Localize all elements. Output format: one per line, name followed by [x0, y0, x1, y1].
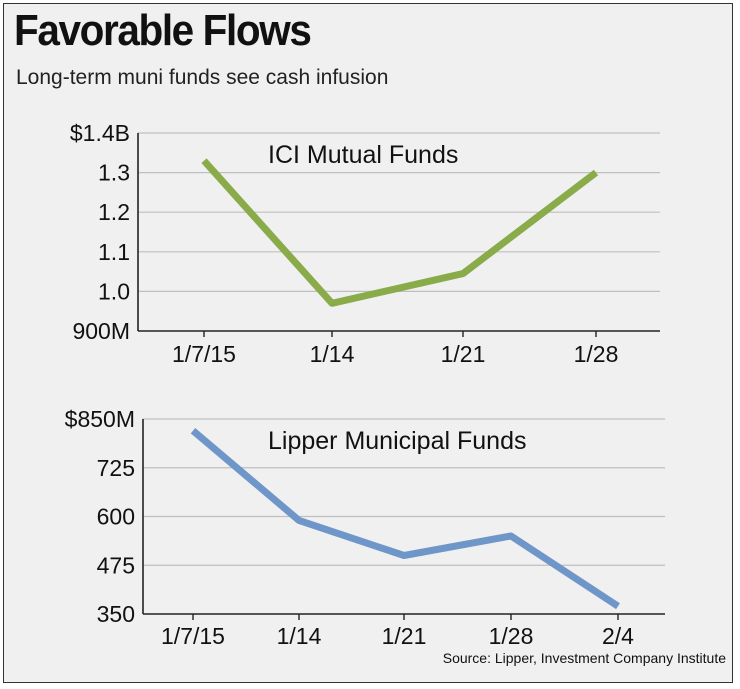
ici-x-tick-label: 1/21 [441, 341, 486, 367]
ici-y-tick-label: 1.2 [98, 199, 130, 225]
ici-x-tick-label: 1/14 [310, 341, 355, 367]
source-note: Source: Lipper, Investment Company Insti… [442, 650, 726, 666]
lipper-x-tick-label: 1/28 [489, 623, 534, 649]
ici-y-tick-label: 1.0 [98, 278, 130, 304]
lipper-y-tick-label: 475 [97, 552, 135, 578]
ici-series-line [201, 158, 599, 307]
lipper-y-tick-label: 600 [97, 504, 135, 530]
lipper-y-tick-label: 725 [97, 455, 135, 481]
ici-x-tick-label: 1/28 [574, 341, 619, 367]
lipper-y-tick-label: 350 [97, 601, 135, 627]
ici-chart-title: ICI Mutual Funds [268, 141, 458, 169]
ici-x-tick-label: 1/7/15 [172, 341, 236, 367]
lipper-x-tick-label: 1/14 [277, 623, 322, 649]
lipper-y-tick-label: $850M [65, 406, 135, 432]
chart-frame [3, 3, 733, 683]
lipper-x-tick-label: 1/7/15 [161, 623, 225, 649]
lipper-series-line [190, 428, 620, 610]
page-title: Favorable Flows [14, 6, 312, 55]
lipper-x-tick-label: 1/21 [382, 623, 427, 649]
ici-y-tick-label: $1.4B [70, 120, 130, 146]
lipper-x-tick-label: 2/4 [602, 623, 634, 649]
ici-y-tick-label: 900M [72, 318, 130, 344]
ici-y-tick-label: 1.1 [98, 239, 130, 265]
page-subtitle: Long-term muni funds see cash infusion [16, 66, 389, 89]
ici-y-tick-label: 1.3 [98, 160, 130, 186]
lipper-chart-title: Lipper Municipal Funds [268, 427, 526, 455]
